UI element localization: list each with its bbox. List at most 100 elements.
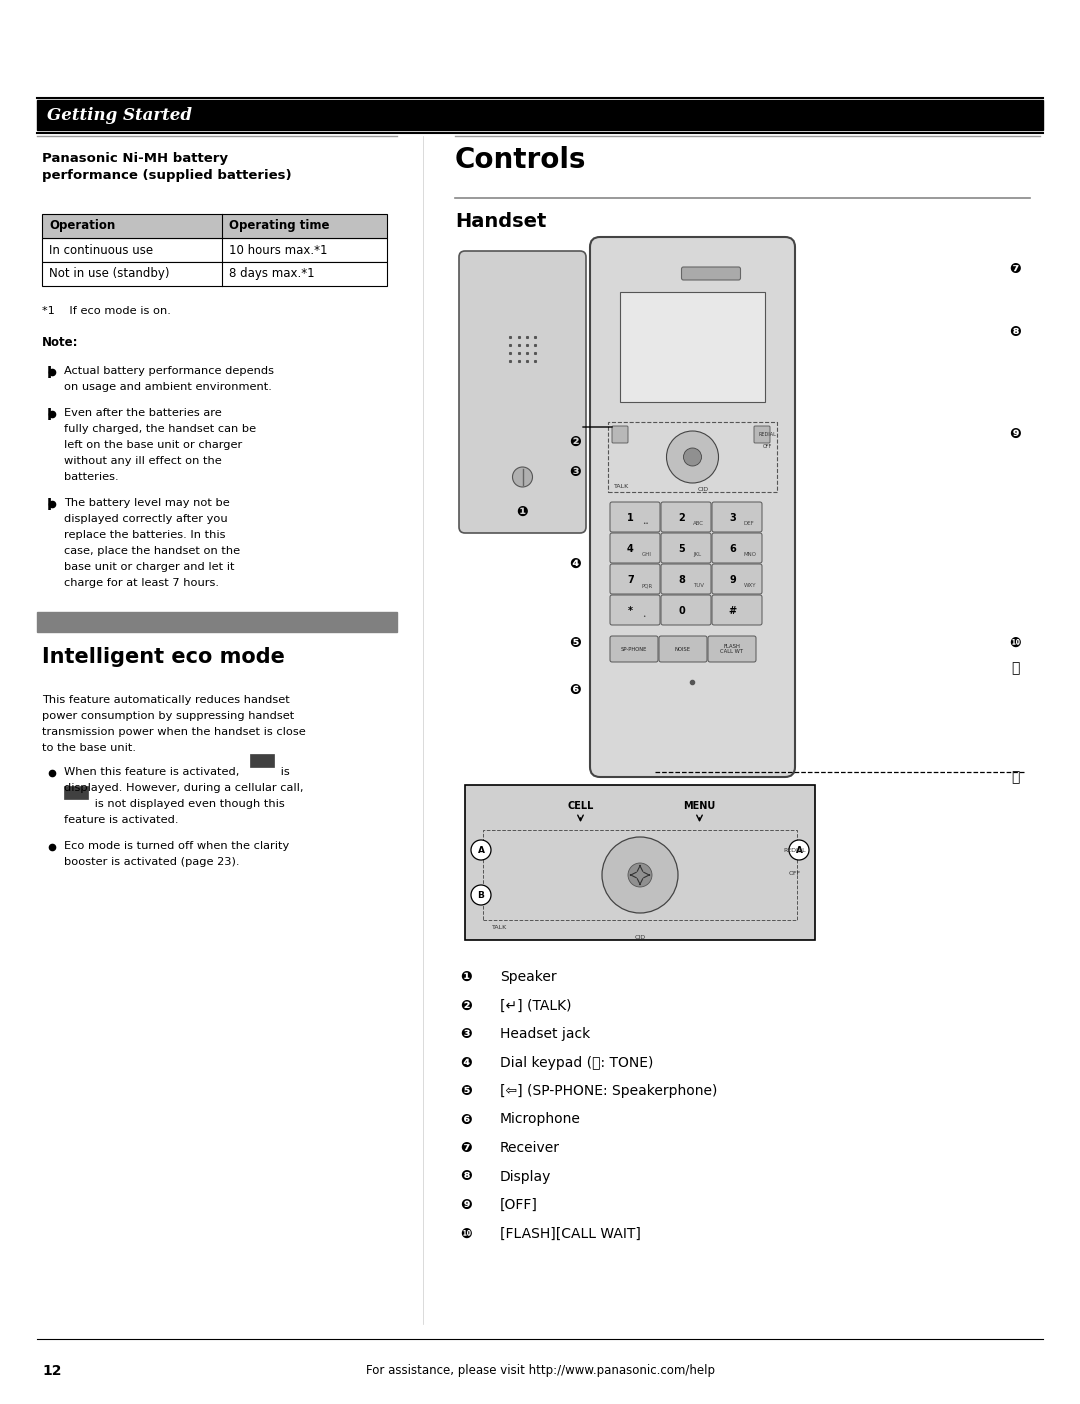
Text: MENU: MENU: [684, 802, 716, 812]
Text: NOISE: NOISE: [675, 646, 691, 651]
Text: In continuous use: In continuous use: [49, 243, 153, 257]
Text: charge for at least 7 hours.: charge for at least 7 hours.: [64, 578, 219, 588]
Circle shape: [602, 837, 678, 913]
Text: ❺: ❺: [569, 636, 581, 650]
Text: A: A: [477, 845, 485, 855]
FancyBboxPatch shape: [610, 564, 660, 594]
Text: ECO: ECO: [67, 802, 84, 810]
Bar: [608, 423, 777, 491]
Circle shape: [684, 448, 702, 466]
Text: MNO: MNO: [744, 552, 757, 557]
FancyBboxPatch shape: [712, 534, 762, 563]
Text: ❾: ❾: [460, 1198, 472, 1212]
Text: ⓫: ⓫: [1011, 661, 1020, 675]
Text: transmission power when the handset is close: transmission power when the handset is c…: [42, 727, 306, 737]
FancyBboxPatch shape: [612, 425, 627, 444]
Circle shape: [666, 431, 718, 483]
Circle shape: [789, 840, 809, 861]
FancyBboxPatch shape: [610, 534, 660, 563]
Text: When this feature is activated,: When this feature is activated,: [64, 767, 243, 776]
Text: *: *: [627, 607, 633, 616]
FancyBboxPatch shape: [459, 251, 586, 534]
Text: left on the base unit or charger: left on the base unit or charger: [64, 439, 242, 451]
Text: feature is activated.: feature is activated.: [64, 814, 178, 826]
Text: displayed correctly after you: displayed correctly after you: [64, 514, 228, 524]
Text: 7: 7: [627, 576, 634, 585]
Text: base unit or charger and let it: base unit or charger and let it: [64, 562, 234, 571]
Text: case, place the handset on the: case, place the handset on the: [64, 546, 240, 556]
Text: OFF: OFF: [788, 870, 801, 876]
Text: CID: CID: [698, 487, 708, 491]
Text: Microphone: Microphone: [500, 1112, 581, 1126]
Text: Display: Display: [500, 1170, 552, 1184]
FancyBboxPatch shape: [659, 636, 707, 663]
Text: is not displayed even though this: is not displayed even though this: [91, 799, 285, 809]
FancyBboxPatch shape: [681, 267, 741, 279]
Text: ❸: ❸: [460, 1026, 472, 1040]
Text: Getting Started: Getting Started: [48, 107, 192, 124]
FancyBboxPatch shape: [610, 636, 658, 663]
Text: 9: 9: [729, 576, 735, 585]
Text: Eco mode is turned off when the clarity: Eco mode is turned off when the clarity: [64, 841, 289, 851]
Text: REDIAL: REDIAL: [758, 432, 775, 437]
Text: This feature automatically reduces handset: This feature automatically reduces hands…: [42, 695, 289, 705]
Text: DEF: DEF: [744, 521, 755, 526]
Text: Controls: Controls: [455, 146, 586, 174]
Text: [FLASH][CALL WAIT]: [FLASH][CALL WAIT]: [500, 1227, 640, 1241]
Text: 2: 2: [678, 514, 685, 524]
Text: ❸: ❸: [569, 465, 581, 479]
Text: 0: 0: [678, 607, 685, 616]
Text: ❹: ❹: [460, 1056, 472, 1070]
Text: [↵] (TALK): [↵] (TALK): [500, 998, 571, 1012]
Text: power consumption by suppressing handset: power consumption by suppressing handset: [42, 710, 294, 722]
Text: Receiver: Receiver: [500, 1141, 561, 1155]
Bar: [465, 785, 815, 941]
Text: OFF: OFF: [762, 444, 771, 449]
Text: TUV: TUV: [693, 583, 704, 588]
Text: ❶: ❶: [516, 505, 528, 519]
Text: REDIAL: REDIAL: [784, 848, 807, 852]
Text: Note:: Note:: [42, 336, 79, 350]
Text: ••: ••: [642, 521, 649, 526]
Text: *1    If eco mode is on.: *1 If eco mode is on.: [42, 306, 171, 316]
Circle shape: [627, 863, 652, 887]
Text: ❷: ❷: [460, 998, 472, 1012]
Text: TALK: TALK: [615, 484, 630, 489]
Text: 10 hours max.*1: 10 hours max.*1: [229, 243, 327, 257]
FancyBboxPatch shape: [661, 534, 711, 563]
Text: Dial keypad (⍄: TONE): Dial keypad (⍄: TONE): [500, 1056, 653, 1070]
Text: ⓬: ⓬: [1011, 769, 1020, 783]
Text: ❺: ❺: [460, 1084, 472, 1098]
Text: is: is: [276, 767, 289, 776]
Bar: [620, 292, 765, 402]
Text: booster is activated (page 23).: booster is activated (page 23).: [64, 856, 240, 868]
FancyBboxPatch shape: [712, 503, 762, 532]
Text: [⇦] (SP-PHONE: Speakerphone): [⇦] (SP-PHONE: Speakerphone): [500, 1084, 717, 1098]
Text: Even after the batteries are: Even after the batteries are: [64, 409, 221, 418]
Text: replace the batteries. In this: replace the batteries. In this: [64, 529, 226, 541]
FancyBboxPatch shape: [610, 595, 660, 625]
Bar: [64, 786, 87, 799]
Text: batteries.: batteries.: [64, 472, 119, 482]
FancyBboxPatch shape: [661, 595, 711, 625]
Text: Actual battery performance depends: Actual battery performance depends: [64, 366, 274, 376]
Text: ❿: ❿: [460, 1227, 472, 1241]
Text: ECO: ECO: [253, 769, 270, 778]
Circle shape: [471, 840, 491, 861]
Text: 3: 3: [729, 514, 735, 524]
Text: ❽: ❽: [460, 1170, 472, 1184]
Bar: [483, 830, 797, 920]
Bar: [42, 239, 387, 263]
Circle shape: [471, 885, 491, 906]
Text: 4: 4: [627, 545, 634, 555]
Circle shape: [513, 468, 532, 487]
Text: •: •: [642, 614, 645, 619]
Text: Headset jack: Headset jack: [500, 1026, 591, 1040]
Bar: [37, 612, 397, 632]
Text: fully charged, the handset can be: fully charged, the handset can be: [64, 424, 256, 434]
Text: ❾: ❾: [1009, 427, 1021, 441]
FancyBboxPatch shape: [661, 503, 711, 532]
Text: ❽: ❽: [1009, 324, 1021, 338]
Text: ❻: ❻: [460, 1112, 472, 1126]
Text: SP-PHONE: SP-PHONE: [621, 646, 647, 651]
